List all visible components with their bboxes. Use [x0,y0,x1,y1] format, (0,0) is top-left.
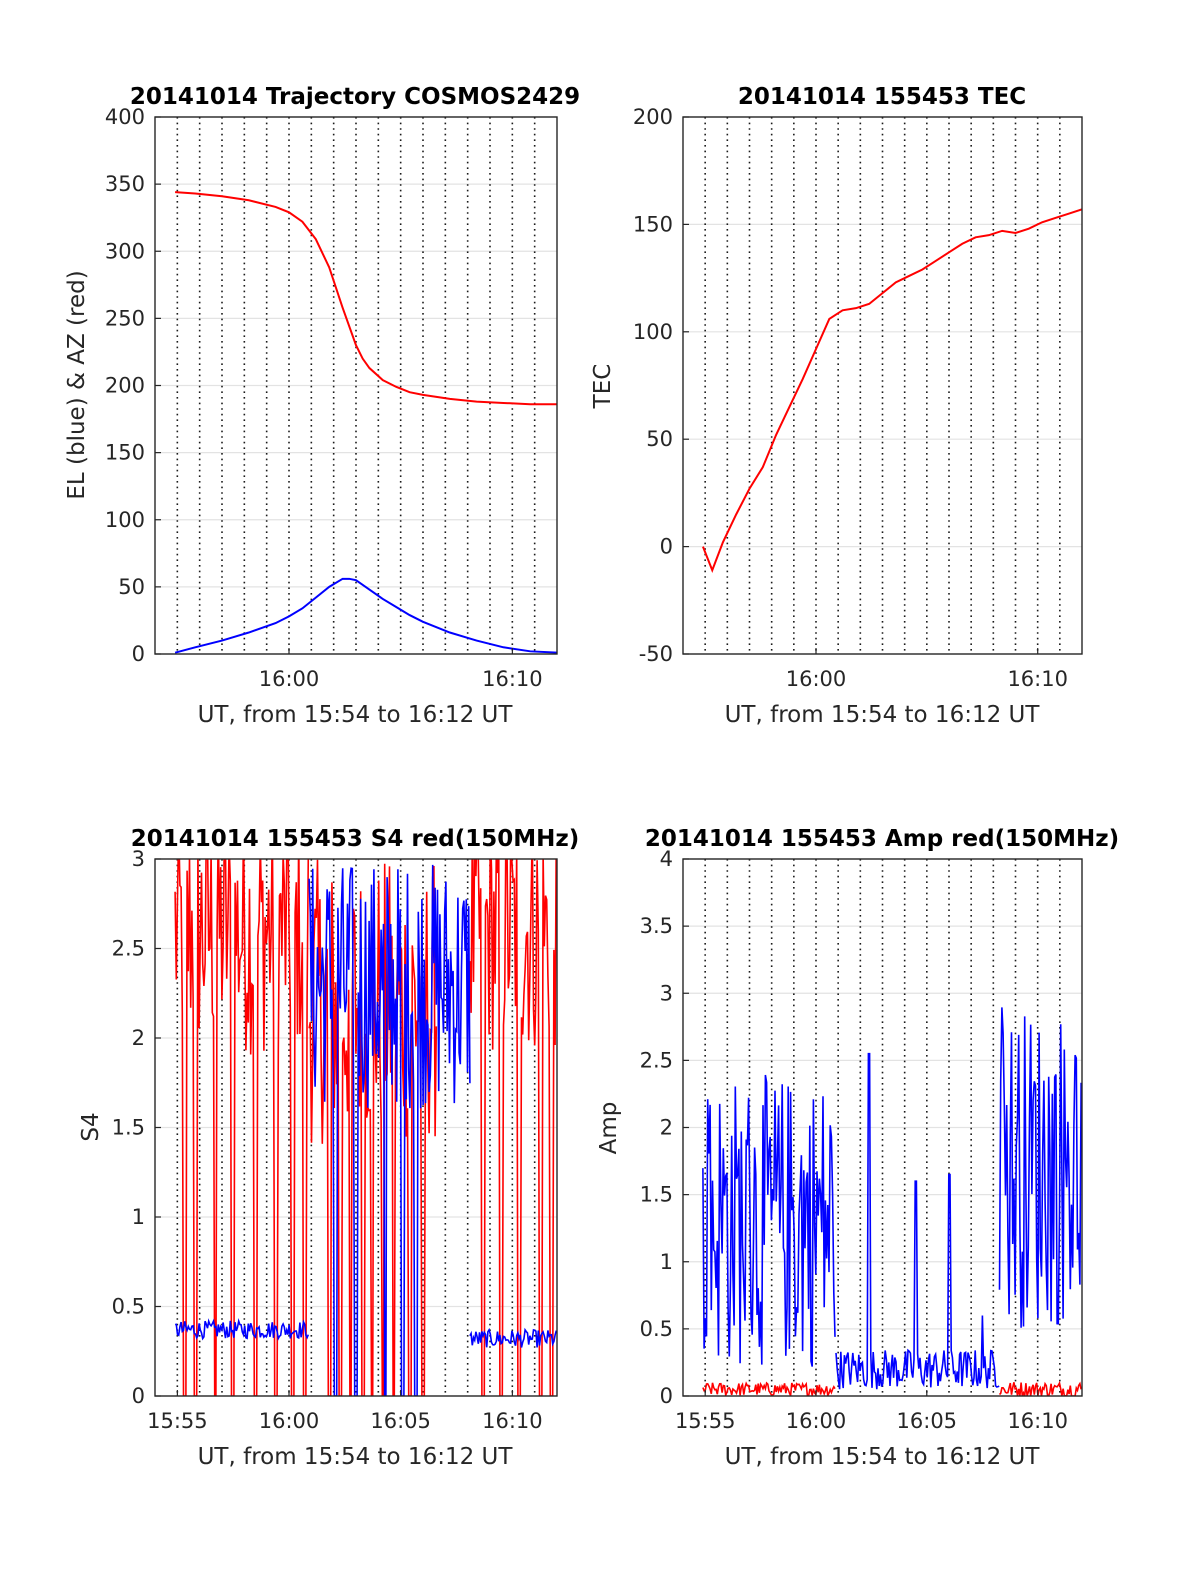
s4-xlabel: UT, from 15:54 to 16:12 UT [198,1444,514,1470]
y-tick-label: 3.5 [640,914,673,938]
y-tick-label: 2 [660,1116,673,1140]
amp-title: 20141014 155453 Amp red(150MHz) [645,826,1119,852]
s4-panel: 20141014 155453 S4 red(150MHz) UT, from … [78,826,580,1470]
y-tick-label: 100 [105,508,145,532]
x-tick-label: 16:00 [786,1409,847,1433]
series-line [175,191,557,406]
y-tick-label: 50 [646,427,673,451]
trajectory-panel: 20141014 Trajectory COSMOS2429 UT, from … [64,84,580,728]
x-tick-label: 16:00 [259,667,320,691]
series-line [835,1052,1000,1390]
tec-ylabel: TEC [590,364,616,410]
y-tick-label: 400 [105,105,145,129]
tec-title: 20141014 155453 TEC [738,84,1026,110]
y-tick-label: 0 [660,1384,673,1408]
x-tick-label: 16:00 [786,667,847,691]
plot-area [702,1007,1082,1396]
y-tick-label: 3 [660,981,673,1005]
y-tick-label: 0 [132,1384,145,1408]
trajectory-xlabel: UT, from 15:54 to 16:12 UT [198,702,514,728]
series-line [308,859,438,1396]
s4-title: 20141014 155453 S4 red(150MHz) [131,826,580,852]
plot-area [174,859,557,1396]
tec-xlabel: UT, from 15:54 to 16:12 UT [725,702,1041,728]
series-line [998,1380,1082,1396]
y-tick-label: 150 [633,212,673,236]
y-tick-label: 2.5 [112,937,145,961]
x-tick-label: 16:05 [897,1409,958,1433]
y-tick-label: -50 [639,642,673,666]
amp-panel: 20141014 155453 Amp red(150MHz) UT, from… [596,826,1119,1470]
y-tick-label: 2.5 [640,1048,673,1072]
y-tick-label: 150 [105,441,145,465]
y-tick-label: 2 [132,1026,145,1050]
x-tick-label: 16:10 [482,667,543,691]
y-tick-label: 0.5 [112,1295,145,1319]
y-tick-label: 100 [633,320,673,344]
x-tick-label: 16:10 [482,1409,543,1433]
plot-area [174,191,557,654]
y-tick-label: 0 [132,642,145,666]
y-tick-label: 200 [633,105,673,129]
series-line [174,577,557,654]
tec-panel: 20141014 155453 TEC UT, from 15:54 to 16… [590,84,1083,728]
x-tick-label: 16:05 [370,1409,431,1433]
trajectory-ylabel: EL (blue) & AZ (red) [64,270,90,499]
series-line [702,1381,836,1396]
y-tick-label: 1 [660,1250,673,1274]
x-tick-label: 15:55 [675,1409,736,1433]
series-line [702,208,1082,573]
y-tick-label: 1 [132,1205,145,1229]
series-line [308,864,471,1396]
y-tick-label: 250 [105,306,145,330]
x-tick-label: 15:55 [147,1409,208,1433]
y-tick-label: 1.5 [640,1183,673,1207]
axes-box [682,116,1083,655]
series-line [469,1327,557,1348]
amp-xlabel: UT, from 15:54 to 16:12 UT [725,1444,1041,1470]
y-tick-label: 0.5 [640,1317,673,1341]
series-line [174,859,310,1396]
x-tick-label: 16:10 [1007,1409,1068,1433]
series-line [998,1007,1082,1328]
y-tick-label: 300 [105,239,145,263]
trajectory-title: 20141014 Trajectory COSMOS2429 [130,84,580,110]
y-tick-label: 350 [105,172,145,196]
y-tick-label: 200 [105,374,145,398]
series-line [469,859,557,1396]
y-tick-label: 4 [660,847,673,871]
s4-ylabel: S4 [78,1112,104,1141]
y-tick-label: 50 [118,575,145,599]
plot-area [702,208,1082,573]
y-tick-label: 3 [132,847,145,871]
series-line [702,1074,836,1367]
series-line [175,1317,310,1341]
x-tick-label: 16:00 [259,1409,320,1433]
y-tick-label: 0 [660,535,673,559]
amp-ylabel: Amp [596,1102,622,1155]
y-tick-label: 1.5 [112,1116,145,1140]
x-tick-label: 16:10 [1007,667,1068,691]
